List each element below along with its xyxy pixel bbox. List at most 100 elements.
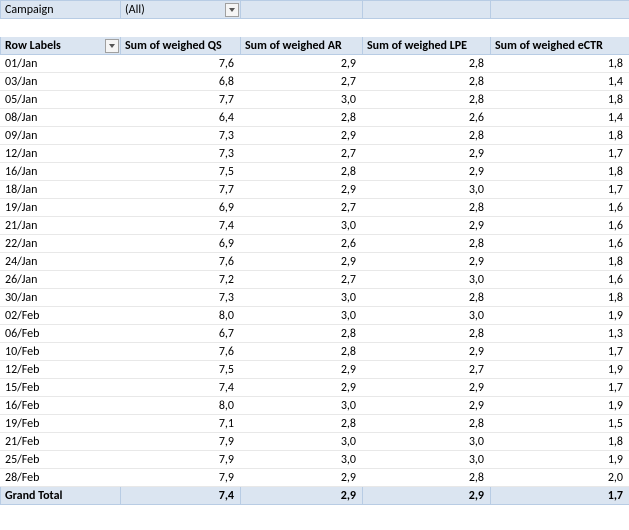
table-row[interactable]: 26/Jan7,22,73,01,6	[1, 271, 629, 289]
row-lpe: 2,9	[363, 145, 491, 163]
row-qs: 7,9	[121, 433, 241, 451]
row-date: 01/Jan	[1, 55, 121, 73]
row-qs: 8,0	[121, 307, 241, 325]
table-row[interactable]: 12/Feb7,52,92,71,9	[1, 361, 629, 379]
row-ectr: 1,8	[491, 91, 629, 109]
row-qs: 7,9	[121, 469, 241, 487]
row-ectr: 1,4	[491, 73, 629, 91]
row-ectr: 1,8	[491, 433, 629, 451]
header-lpe[interactable]: Sum of weighed LPE	[363, 37, 491, 55]
row-lpe: 2,8	[363, 91, 491, 109]
row-qs: 7,6	[121, 343, 241, 361]
table-row[interactable]: 21/Jan7,43,02,91,6	[1, 217, 629, 235]
row-date: 21/Jan	[1, 217, 121, 235]
header-ectr[interactable]: Sum of weighed eCTR	[491, 37, 629, 55]
filter-value-cell[interactable]: (All)	[121, 1, 241, 19]
table-row[interactable]: 03/Jan6,82,72,81,4	[1, 73, 629, 91]
filter-field-label[interactable]: Campaign	[1, 1, 121, 19]
row-lpe: 2,8	[363, 127, 491, 145]
row-ectr: 1,8	[491, 253, 629, 271]
table-row[interactable]: 16/Feb8,03,02,91,9	[1, 397, 629, 415]
header-row-labels[interactable]: Row Labels	[1, 37, 121, 55]
table-row[interactable]: 21/Feb7,93,03,01,8	[1, 433, 629, 451]
row-ectr: 1,8	[491, 127, 629, 145]
row-lpe: 2,8	[363, 289, 491, 307]
row-qs: 7,4	[121, 217, 241, 235]
row-ectr: 1,7	[491, 343, 629, 361]
row-ectr: 1,6	[491, 271, 629, 289]
row-date: 22/Jan	[1, 235, 121, 253]
row-ar: 3,0	[241, 397, 363, 415]
table-row[interactable]: 16/Jan7,52,82,91,8	[1, 163, 629, 181]
table-row[interactable]: 09/Jan7,32,92,81,8	[1, 127, 629, 145]
row-lpe: 2,8	[363, 235, 491, 253]
row-ectr: 1,8	[491, 289, 629, 307]
row-lpe: 2,9	[363, 379, 491, 397]
header-qs[interactable]: Sum of weighed QS	[121, 37, 241, 55]
row-qs: 7,2	[121, 271, 241, 289]
row-date: 15/Feb	[1, 379, 121, 397]
row-ar: 3,0	[241, 91, 363, 109]
row-date: 19/Jan	[1, 199, 121, 217]
table-row[interactable]: 06/Feb6,72,82,81,3	[1, 325, 629, 343]
table-row[interactable]: 01/Jan7,62,92,81,8	[1, 55, 629, 73]
row-qs: 7,3	[121, 289, 241, 307]
table-row[interactable]: 19/Jan6,92,72,81,6	[1, 199, 629, 217]
row-ar: 3,0	[241, 217, 363, 235]
table-row[interactable]: 05/Jan7,73,02,81,8	[1, 91, 629, 109]
row-date: 02/Feb	[1, 307, 121, 325]
table-row[interactable]: 08/Jan6,42,82,61,4	[1, 109, 629, 127]
row-ar: 2,9	[241, 181, 363, 199]
grand-total-row: Grand Total7,42,92,91,7	[1, 487, 629, 505]
row-date: 03/Jan	[1, 73, 121, 91]
total-lpe: 2,9	[363, 487, 491, 505]
table-row[interactable]: 15/Feb7,42,92,91,7	[1, 379, 629, 397]
row-ectr: 1,7	[491, 181, 629, 199]
row-ar: 3,0	[241, 289, 363, 307]
row-date: 25/Feb	[1, 451, 121, 469]
row-date: 09/Jan	[1, 127, 121, 145]
row-ectr: 1,7	[491, 379, 629, 397]
row-qs: 7,7	[121, 181, 241, 199]
total-label: Grand Total	[1, 487, 121, 505]
table-row[interactable]: 24/Jan7,62,92,91,8	[1, 253, 629, 271]
filter-value-text: (All)	[125, 3, 145, 17]
table-row[interactable]: 10/Feb7,62,82,91,7	[1, 343, 629, 361]
table-row[interactable]: 19/Feb7,12,82,81,5	[1, 415, 629, 433]
table-row[interactable]: 25/Feb7,93,03,01,9	[1, 451, 629, 469]
row-lpe: 2,9	[363, 397, 491, 415]
table-row[interactable]: 22/Jan6,92,62,81,6	[1, 235, 629, 253]
rowlabels-dropdown-icon[interactable]	[105, 39, 119, 53]
row-date: 08/Jan	[1, 109, 121, 127]
total-ectr: 1,7	[491, 487, 629, 505]
table-row[interactable]: 18/Jan7,72,93,01,7	[1, 181, 629, 199]
row-date: 28/Feb	[1, 469, 121, 487]
row-ar: 2,8	[241, 343, 363, 361]
header-ar[interactable]: Sum of weighed AR	[241, 37, 363, 55]
table-row[interactable]: 02/Feb8,03,03,01,9	[1, 307, 629, 325]
row-qs: 7,5	[121, 361, 241, 379]
row-ectr: 1,9	[491, 361, 629, 379]
table-row[interactable]: 12/Jan7,32,72,91,7	[1, 145, 629, 163]
table-row[interactable]: 30/Jan7,33,02,81,8	[1, 289, 629, 307]
filter-dropdown-icon[interactable]	[225, 3, 239, 17]
row-lpe: 3,0	[363, 307, 491, 325]
table-row[interactable]: 28/Feb7,92,92,82,0	[1, 469, 629, 487]
row-qs: 6,9	[121, 199, 241, 217]
row-lpe: 2,9	[363, 163, 491, 181]
row-lpe: 2,8	[363, 55, 491, 73]
row-date: 06/Feb	[1, 325, 121, 343]
row-date: 10/Feb	[1, 343, 121, 361]
row-lpe: 3,0	[363, 181, 491, 199]
row-ar: 2,9	[241, 127, 363, 145]
row-date: 12/Feb	[1, 361, 121, 379]
row-lpe: 2,8	[363, 73, 491, 91]
row-date: 21/Feb	[1, 433, 121, 451]
row-lpe: 3,0	[363, 451, 491, 469]
row-ectr: 1,7	[491, 145, 629, 163]
row-lpe: 2,8	[363, 469, 491, 487]
row-ar: 2,7	[241, 73, 363, 91]
row-qs: 7,3	[121, 145, 241, 163]
row-lpe: 2,8	[363, 199, 491, 217]
row-ar: 2,8	[241, 109, 363, 127]
